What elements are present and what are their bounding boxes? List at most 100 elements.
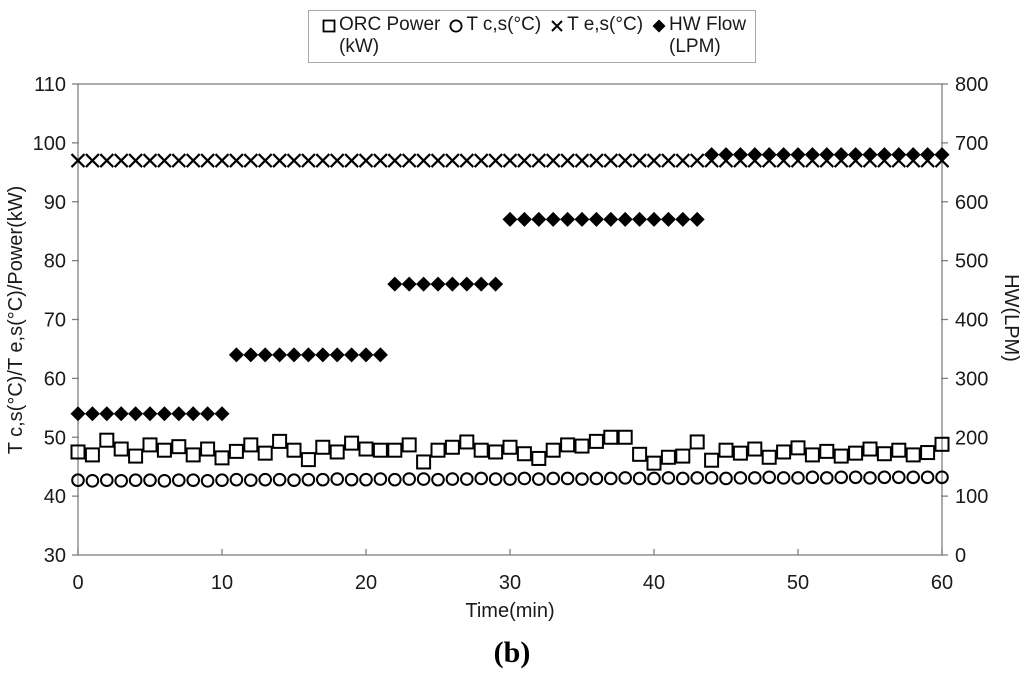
hw-flow-marker — [660, 211, 676, 227]
orc-power-marker — [358, 441, 374, 457]
tes-marker — [545, 153, 561, 168]
tcs-marker — [604, 471, 618, 486]
tcs-marker — [200, 474, 215, 488]
tes-marker — [646, 153, 662, 168]
figure-caption: (b) — [493, 636, 531, 669]
tcs-marker — [517, 471, 532, 486]
tcs-marker — [892, 470, 906, 485]
tes-marker — [473, 153, 489, 168]
tes-marker — [128, 153, 143, 168]
hw-flow-marker — [113, 406, 129, 422]
hw-flow-marker — [488, 276, 504, 292]
orc-power-marker — [819, 443, 835, 459]
hw-flow-marker — [603, 211, 619, 227]
orc-power-marker — [185, 447, 201, 463]
tes-marker — [85, 153, 100, 168]
hw-flow-marker — [401, 276, 417, 292]
tes-marker — [272, 153, 287, 168]
hw-flow-marker — [502, 211, 518, 227]
orc-power-marker — [156, 442, 172, 458]
tcs-marker — [359, 472, 373, 487]
orc-power-marker — [257, 445, 273, 461]
orc-power-marker — [502, 439, 518, 455]
hw-flow-marker — [358, 347, 374, 363]
orc-power-marker — [171, 439, 187, 455]
open-circle-icon — [445, 14, 466, 37]
tcs-marker — [503, 472, 517, 486]
x-axis-title: Time(min) — [465, 600, 554, 622]
orc-power-marker — [588, 433, 604, 449]
orc-power-marker — [876, 446, 892, 462]
right-axis-title: HW(LPM) — [1000, 274, 1022, 362]
tes-marker — [171, 153, 187, 168]
orc-power-marker — [329, 444, 345, 460]
right-axis-tick-label: 0 — [955, 545, 966, 567]
tcs-marker — [589, 471, 604, 486]
tes-marker — [185, 153, 201, 168]
hw-flow-marker — [156, 406, 172, 422]
tcs-marker — [373, 472, 388, 486]
series-orc-power — [70, 429, 950, 471]
tes-marker — [329, 153, 345, 168]
hw-flow-marker — [920, 147, 936, 163]
tes-marker — [286, 153, 302, 168]
tcs-marker — [100, 473, 114, 488]
tes-marker — [214, 153, 230, 168]
legend-label-line2: (LPM) — [669, 35, 721, 57]
orc-power-marker — [459, 434, 475, 450]
tcs-marker — [128, 473, 143, 488]
hw-flow-marker — [819, 147, 835, 163]
hw-flow-marker — [84, 406, 100, 422]
tes-marker — [589, 153, 604, 168]
hw-flow-marker — [257, 347, 273, 363]
tes-marker — [200, 153, 215, 168]
tes-marker — [301, 153, 316, 168]
tes-marker — [617, 153, 633, 168]
tes-marker — [488, 153, 503, 168]
orc-power-marker — [574, 438, 590, 454]
scatter-chart: 3040506070809010011001002003004005006007… — [5, 74, 1022, 622]
orc-power-marker — [315, 439, 331, 455]
tcs-marker — [157, 474, 172, 488]
orc-power-marker — [516, 446, 532, 462]
hw-flow-marker — [416, 276, 432, 292]
legend-label-line2: (kW) — [339, 35, 380, 57]
left-axis-tick-label: 50 — [44, 427, 66, 449]
orc-power-marker — [848, 445, 864, 461]
tes-marker — [517, 153, 532, 168]
hw-flow-marker — [704, 147, 720, 163]
tes-marker — [113, 153, 129, 168]
tcs-marker — [848, 470, 863, 485]
tcs-marker — [388, 472, 402, 487]
tcs-marker — [402, 472, 417, 486]
tcs-marker — [805, 470, 820, 485]
orc-power-marker — [200, 441, 216, 457]
orc-power-marker — [646, 455, 662, 471]
legend-item-tes: T e,s(°C) — [546, 14, 643, 37]
hw-flow-marker — [804, 147, 820, 163]
orc-power-marker — [934, 436, 950, 452]
hw-flow-marker — [128, 406, 144, 422]
hw-flow-marker — [214, 406, 230, 422]
left-axis-tick-label: 100 — [33, 133, 66, 155]
hw-flow-marker — [272, 347, 288, 363]
tcs-marker — [676, 471, 690, 486]
orc-power-marker — [675, 448, 691, 464]
tcs-marker — [460, 472, 474, 486]
tcs-marker — [186, 473, 200, 488]
tcs-marker — [661, 471, 676, 485]
tes-marker — [142, 153, 158, 168]
tcs-marker — [488, 472, 503, 486]
hw-flow-marker — [315, 347, 331, 363]
hw-flow-marker — [776, 147, 792, 163]
tcs-marker — [560, 471, 575, 486]
orc-power-marker — [790, 440, 806, 456]
left-axis-tick-label: 30 — [44, 545, 66, 567]
hw-flow-marker — [531, 211, 547, 227]
right-axis-tick-label: 300 — [955, 368, 988, 390]
open-square-icon — [318, 14, 339, 37]
tes-marker — [99, 153, 115, 168]
tes-marker — [70, 153, 86, 168]
hw-flow-marker — [833, 147, 849, 163]
orc-power-marker — [228, 443, 244, 459]
